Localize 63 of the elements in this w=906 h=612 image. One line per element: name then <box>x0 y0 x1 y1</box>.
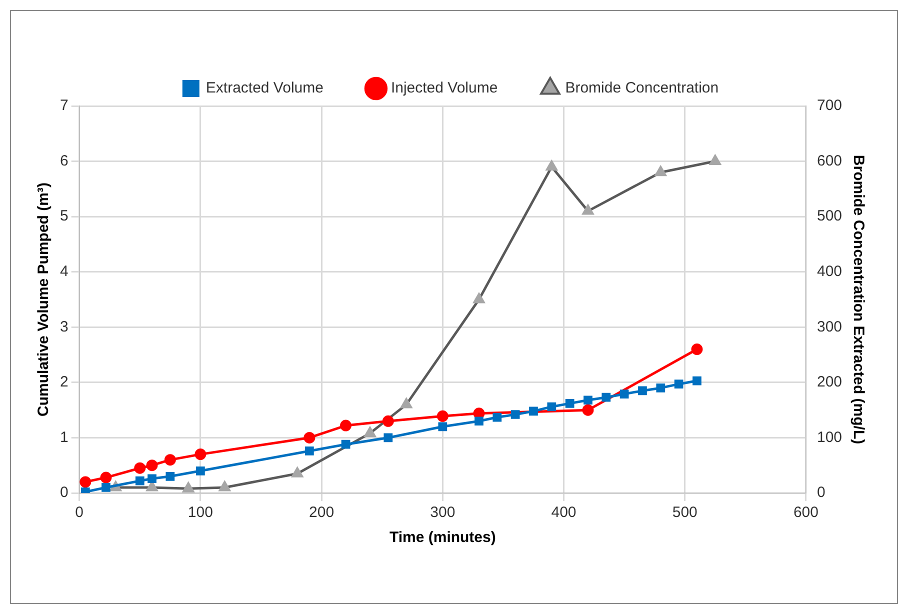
point <box>80 476 92 488</box>
point <box>134 462 146 474</box>
y-tick-label: 2 <box>60 374 68 391</box>
point <box>602 392 611 402</box>
y-tick-label: 4 <box>60 263 68 280</box>
point <box>436 410 448 422</box>
x-tick-label: 400 <box>551 504 576 522</box>
x-tick-label: 200 <box>309 504 334 522</box>
point <box>656 384 666 392</box>
y2-tick-label: 700 <box>816 97 842 114</box>
point <box>620 390 629 398</box>
y-tick-label: 7 <box>60 97 68 114</box>
x-tick-label: 500 <box>672 504 698 522</box>
y-tick-label: 1 <box>60 428 68 446</box>
point <box>691 344 703 356</box>
point <box>674 380 684 389</box>
point <box>305 446 314 456</box>
x-tick-label: 600 <box>793 504 818 522</box>
y2-axis-title: Bromide Concentration Extracted (mg/L) <box>850 154 867 444</box>
y-tick-label: 6 <box>60 152 68 170</box>
point <box>692 376 702 386</box>
point <box>474 416 484 426</box>
point <box>638 386 647 396</box>
point <box>148 474 156 484</box>
point <box>196 466 205 476</box>
x-tick-label: 100 <box>188 504 213 522</box>
point <box>547 402 556 412</box>
point <box>102 483 110 492</box>
point <box>340 420 352 432</box>
y2-tick-label: 200 <box>816 374 842 391</box>
y2-tick-label: 0 <box>816 484 826 502</box>
y-axis-title: Cumulative Volume Pumped (m³) <box>35 182 52 416</box>
point <box>529 406 538 416</box>
y-tick-label: 5 <box>60 208 68 225</box>
point <box>166 472 175 481</box>
legend-label: Bromide Concentration <box>565 80 719 97</box>
y2-tick-label: 300 <box>816 318 842 336</box>
x-axis-title: Time (minutes) <box>389 529 496 546</box>
point <box>341 440 350 449</box>
y2-tick-label: 100 <box>816 428 842 446</box>
y-tick-label: 0 <box>60 484 68 502</box>
point <box>492 412 502 422</box>
y2-tick-label: 500 <box>816 208 842 225</box>
point <box>164 454 176 466</box>
point <box>135 476 144 486</box>
point <box>384 433 393 442</box>
x-tick-label: 300 <box>430 504 456 522</box>
point <box>304 432 316 444</box>
legend-label: Injected Volume <box>390 80 498 97</box>
point <box>438 422 448 432</box>
point <box>100 472 112 484</box>
legend-label: Extracted Volume <box>206 80 324 97</box>
y-tick-label: 3 <box>60 318 68 336</box>
point <box>582 404 594 416</box>
point <box>584 396 592 405</box>
point <box>146 460 158 472</box>
point <box>565 399 574 408</box>
x-tick-label: 0 <box>75 504 84 522</box>
point <box>194 448 206 460</box>
point <box>382 415 394 427</box>
point <box>510 410 520 419</box>
y2-tick-label: 600 <box>816 152 842 170</box>
y2-tick-label: 400 <box>816 263 842 280</box>
